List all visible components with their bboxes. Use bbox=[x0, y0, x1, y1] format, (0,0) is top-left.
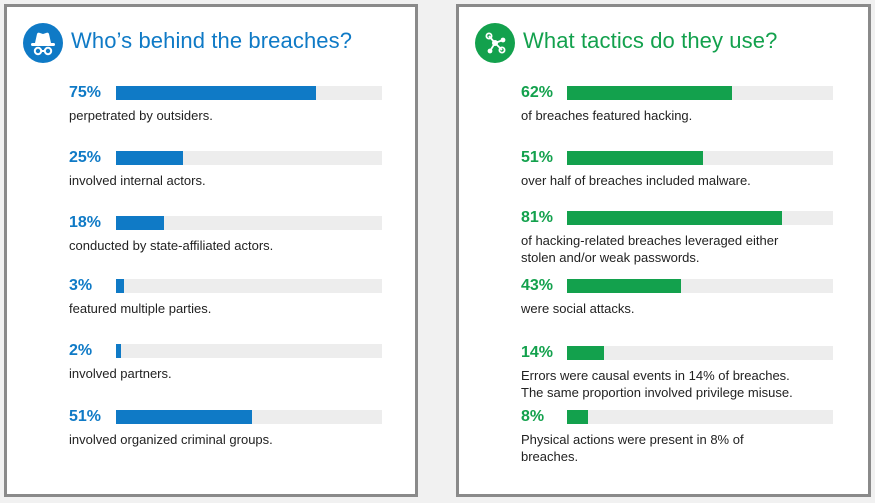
bar-track bbox=[116, 151, 382, 165]
stat-description-line: perpetrated by outsiders. bbox=[69, 108, 213, 123]
bar-fill bbox=[567, 86, 732, 100]
stat-description: Errors were causal events in 14% of brea… bbox=[521, 367, 793, 401]
stat-percent-label: 25% bbox=[69, 149, 102, 166]
stat-description: Physical actions were present in 8% of br… bbox=[521, 431, 744, 465]
stat-percent-label: 8% bbox=[521, 408, 545, 425]
stat-percent-label: 75% bbox=[69, 84, 102, 101]
bar-track bbox=[116, 410, 382, 424]
actors-panel: Who’s behind the breaches? 75% perpetrate… bbox=[4, 4, 418, 497]
stat-description-line: The same proportion involved privilege m… bbox=[521, 385, 793, 400]
stat-description-line: Physical actions were present in 8% of bbox=[521, 432, 744, 447]
tactics-panel: What tactics do they use? 62% of breaches… bbox=[456, 4, 871, 497]
stat-description: featured multiple parties. bbox=[69, 300, 211, 317]
panel-title: What tactics do they use? bbox=[523, 28, 778, 53]
stat-percent-label: 81% bbox=[521, 209, 554, 226]
bar-track bbox=[567, 346, 833, 360]
stat-description-line: featured multiple parties. bbox=[69, 301, 212, 316]
bar-track bbox=[116, 344, 382, 358]
bar-fill bbox=[567, 410, 588, 424]
stat-percent-label: 14% bbox=[521, 344, 554, 361]
bar-fill bbox=[567, 211, 782, 225]
bar-fill bbox=[116, 86, 316, 100]
bar-track bbox=[116, 86, 382, 100]
bar-track bbox=[116, 216, 382, 230]
bar-fill bbox=[116, 151, 183, 165]
panel-title: Who’s behind the breaches? bbox=[71, 28, 353, 53]
network-nodes-icon bbox=[475, 23, 515, 63]
spy-icon bbox=[23, 23, 63, 63]
stat-description: involved organized criminal groups. bbox=[69, 431, 273, 448]
stat-description: of hacking-related breaches leveraged ei… bbox=[521, 232, 778, 266]
stat-percent-label: 2% bbox=[69, 342, 93, 359]
stat-description: perpetrated by outsiders. bbox=[69, 107, 213, 124]
stat-description-line: of hacking-related breaches leveraged ei… bbox=[521, 233, 779, 248]
bar-fill bbox=[116, 216, 164, 230]
stat-percent-label: 18% bbox=[69, 214, 102, 231]
bar-fill bbox=[567, 151, 703, 165]
stat-description-line: Errors were causal events in 14% of brea… bbox=[521, 368, 790, 383]
stat-description-line: over half of breaches included malware. bbox=[521, 173, 751, 188]
bar-track bbox=[567, 211, 833, 225]
bar-fill bbox=[116, 410, 252, 424]
bar-fill bbox=[116, 279, 124, 293]
bar-track bbox=[567, 279, 833, 293]
bar-fill bbox=[567, 279, 681, 293]
stat-description: of breaches featured hacking. bbox=[521, 107, 692, 124]
bar-track bbox=[567, 86, 833, 100]
stat-percent-label: 43% bbox=[521, 277, 554, 294]
stat-description: involved partners. bbox=[69, 365, 172, 382]
stat-description-line: stolen and/or weak passwords. bbox=[521, 250, 700, 265]
bar-track bbox=[116, 279, 382, 293]
stat-description-line: involved organized criminal groups. bbox=[69, 432, 273, 447]
stat-description: over half of breaches included malware. bbox=[521, 172, 751, 189]
stat-description: were social attacks. bbox=[521, 300, 634, 317]
stat-percent-label: 51% bbox=[521, 149, 554, 166]
stat-description: conducted by state-affiliated actors. bbox=[69, 237, 273, 254]
stat-description-line: conducted by state-affiliated actors. bbox=[69, 238, 274, 253]
bar-track bbox=[567, 151, 833, 165]
stat-description-line: involved internal actors. bbox=[69, 173, 206, 188]
stat-description-line: were social attacks. bbox=[521, 301, 635, 316]
bar-fill bbox=[116, 344, 121, 358]
bar-fill bbox=[567, 346, 604, 360]
stat-description-line: of breaches featured hacking. bbox=[521, 108, 693, 123]
stat-description-line: breaches. bbox=[521, 449, 579, 464]
stat-percent-label: 51% bbox=[69, 408, 102, 425]
stat-percent-label: 3% bbox=[69, 277, 93, 294]
stat-percent-label: 62% bbox=[521, 84, 554, 101]
bar-track bbox=[567, 410, 833, 424]
stat-description-line: involved partners. bbox=[69, 366, 172, 381]
stat-description: involved internal actors. bbox=[69, 172, 206, 189]
